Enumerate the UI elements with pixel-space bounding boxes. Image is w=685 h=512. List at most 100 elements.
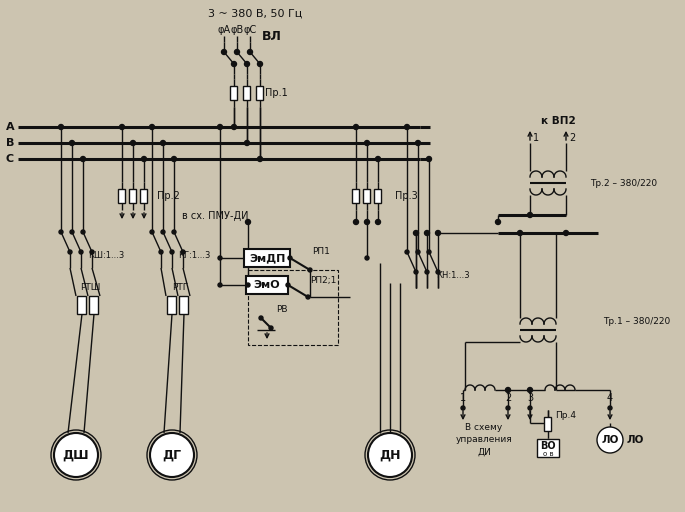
Text: РТШ: РТШ	[80, 283, 100, 291]
Bar	[77, 296, 86, 314]
Text: φA: φA	[217, 25, 231, 35]
Text: φC: φC	[243, 25, 257, 35]
Circle shape	[170, 250, 174, 254]
Circle shape	[258, 61, 262, 67]
Bar	[246, 276, 288, 294]
Circle shape	[308, 268, 312, 272]
Bar	[256, 86, 264, 100]
Circle shape	[597, 427, 623, 453]
Circle shape	[427, 250, 431, 254]
Circle shape	[425, 230, 429, 236]
Bar	[353, 189, 360, 203]
Text: 3: 3	[527, 393, 533, 403]
Text: ВО: ВО	[540, 441, 556, 451]
Circle shape	[368, 433, 412, 477]
Text: КГ:1...3: КГ:1...3	[178, 251, 210, 261]
Circle shape	[81, 157, 86, 161]
Text: Пр.1: Пр.1	[265, 88, 288, 98]
Circle shape	[90, 250, 94, 254]
Circle shape	[232, 61, 236, 67]
Circle shape	[506, 406, 510, 410]
Bar	[90, 296, 99, 314]
Text: Тр.2 – 380/220: Тр.2 – 380/220	[590, 179, 657, 187]
Circle shape	[306, 295, 310, 299]
Bar	[375, 189, 382, 203]
Circle shape	[527, 212, 532, 218]
Text: РТГ: РТГ	[172, 283, 188, 291]
Circle shape	[218, 256, 222, 260]
Circle shape	[245, 220, 251, 224]
Text: ДГ: ДГ	[162, 449, 182, 461]
Bar	[537, 439, 559, 457]
Circle shape	[259, 316, 263, 320]
Circle shape	[258, 157, 262, 161]
Text: C: C	[6, 154, 14, 164]
Circle shape	[365, 256, 369, 260]
Bar	[248, 270, 338, 345]
Text: φB: φB	[230, 25, 244, 35]
Text: Пр.3: Пр.3	[395, 191, 418, 201]
Text: 1: 1	[460, 393, 466, 403]
Circle shape	[495, 220, 501, 224]
Text: к ВП2: к ВП2	[540, 116, 575, 126]
Circle shape	[159, 250, 163, 254]
Circle shape	[517, 230, 523, 236]
Circle shape	[288, 256, 292, 260]
Circle shape	[246, 283, 250, 287]
Circle shape	[70, 230, 74, 234]
Circle shape	[245, 61, 249, 67]
Circle shape	[405, 124, 410, 130]
Text: управления: управления	[456, 436, 512, 444]
Circle shape	[436, 270, 440, 274]
Text: В схему: В схему	[465, 423, 503, 433]
Circle shape	[506, 388, 510, 393]
Text: ДШ: ДШ	[63, 449, 89, 461]
Circle shape	[81, 230, 85, 234]
Circle shape	[269, 326, 273, 330]
Text: Пр.4: Пр.4	[555, 411, 576, 419]
Circle shape	[416, 250, 420, 254]
Bar	[243, 86, 251, 100]
Text: КШ:1...3: КШ:1...3	[88, 251, 124, 261]
Circle shape	[364, 140, 369, 145]
Circle shape	[286, 283, 290, 287]
Bar	[179, 296, 188, 314]
Circle shape	[161, 230, 165, 234]
Text: 2: 2	[505, 393, 511, 403]
Text: B: B	[5, 138, 14, 148]
Text: КН:1...3: КН:1...3	[436, 271, 470, 281]
Circle shape	[119, 124, 125, 130]
Circle shape	[150, 433, 194, 477]
Circle shape	[150, 230, 154, 234]
Text: 4: 4	[607, 393, 613, 403]
Text: ДИ: ДИ	[477, 447, 491, 457]
Bar	[119, 189, 125, 203]
Bar	[230, 86, 238, 100]
Text: ЛО: ЛО	[627, 435, 645, 445]
Circle shape	[427, 157, 432, 161]
Circle shape	[564, 230, 569, 236]
Text: ЭмО: ЭмО	[253, 280, 280, 290]
Circle shape	[234, 50, 240, 54]
Text: ЭмДП: ЭмДП	[249, 253, 285, 263]
Circle shape	[364, 220, 369, 224]
Circle shape	[353, 220, 358, 224]
Text: о в: о в	[543, 451, 553, 457]
Circle shape	[54, 433, 98, 477]
Circle shape	[608, 406, 612, 410]
Circle shape	[218, 124, 223, 130]
Circle shape	[69, 140, 75, 145]
Circle shape	[414, 270, 418, 274]
Bar	[244, 249, 290, 267]
Circle shape	[142, 157, 147, 161]
Bar	[140, 189, 147, 203]
Circle shape	[68, 250, 72, 254]
Text: ЛО: ЛО	[601, 435, 619, 445]
Text: Тр.1 – 380/220: Тр.1 – 380/220	[603, 317, 670, 327]
Circle shape	[131, 140, 136, 145]
Circle shape	[425, 270, 429, 274]
Circle shape	[414, 230, 419, 236]
Circle shape	[353, 124, 358, 130]
Bar	[545, 417, 551, 431]
Circle shape	[247, 50, 253, 54]
